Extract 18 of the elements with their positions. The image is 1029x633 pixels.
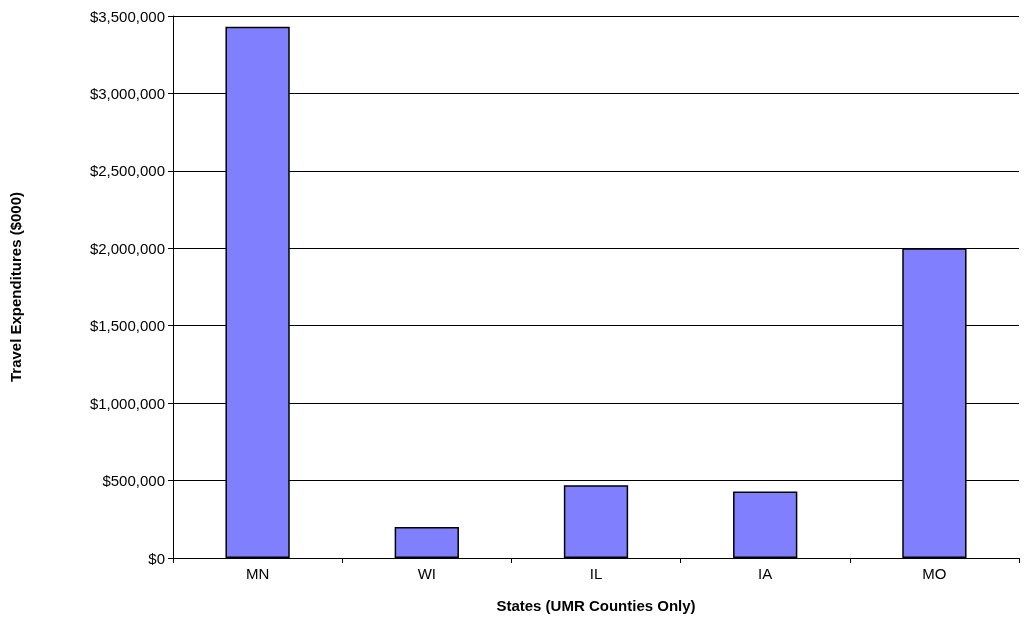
x-tick-label: MN xyxy=(245,565,270,582)
bar xyxy=(733,491,798,558)
y-tick-label: $500,000 xyxy=(102,472,165,490)
x-tick-label: IA xyxy=(758,565,773,582)
bar xyxy=(394,527,459,558)
y-tick-label: $1,000,000 xyxy=(89,394,165,412)
y-axis-title: Travel Expenditures ($000) xyxy=(7,191,24,383)
y-tick-label: $2,000,000 xyxy=(89,239,165,257)
y-tick-label: $3,000,000 xyxy=(89,84,165,102)
y-tick-label: $1,500,000 xyxy=(89,317,165,335)
x-tick-label: MO xyxy=(922,565,947,582)
y-tick-label: $0 xyxy=(148,549,165,567)
bar xyxy=(563,485,629,558)
x-tick-label: WI xyxy=(417,565,436,582)
y-tick-label: $3,500,000 xyxy=(89,7,165,25)
x-tick-label: IL xyxy=(589,565,603,582)
y-tick-label: $2,500,000 xyxy=(89,162,165,180)
x-axis-title: States (UMR Counties Only) xyxy=(496,597,696,614)
